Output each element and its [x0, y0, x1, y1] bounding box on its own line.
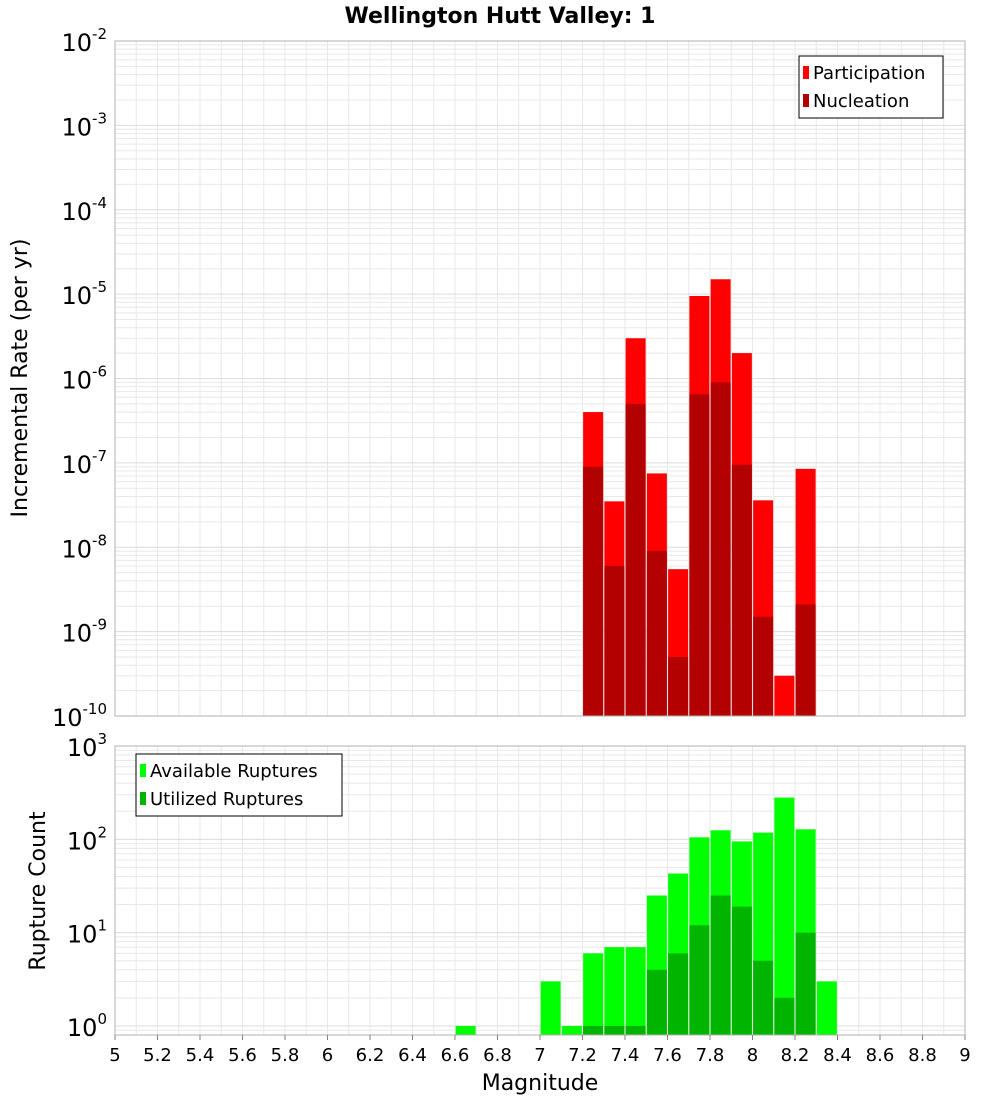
x-tick-label: 5.6 [228, 1045, 257, 1066]
x-tick-label: 7.4 [611, 1045, 640, 1066]
nucleation-bar [731, 464, 752, 716]
x-tick-label: 7 [534, 1045, 545, 1066]
utilized-ruptures-bar [583, 1025, 604, 1035]
y-tick-label: 103 [67, 730, 107, 762]
x-tick-label: 8.8 [908, 1045, 937, 1066]
x-tick-label: 5 [109, 1045, 120, 1066]
x-tick-label: 6.2 [356, 1045, 385, 1066]
x-tick-label: 8 [747, 1045, 758, 1066]
legend-label: Participation [813, 63, 925, 84]
rate-y-axis-label: Incremental Rate (per yr) [8, 239, 33, 518]
y-tick-label: 10-5 [61, 278, 107, 310]
utilized-ruptures-bar [753, 960, 774, 1035]
rate-frame [114, 40, 966, 717]
nucleation-bar [710, 382, 731, 716]
nucleation-bar [795, 604, 816, 716]
legend-box [135, 753, 343, 817]
nucleation-bar [646, 551, 667, 716]
nucleation-bar [668, 657, 689, 716]
x-tick-label: 5.2 [143, 1045, 172, 1066]
y-tick-label: 101 [67, 917, 107, 949]
rate-legend: Participation Nucleation [798, 55, 944, 119]
count-y-ticks: 103 102 101 100 [67, 730, 107, 1042]
utilized-ruptures-bar [668, 953, 689, 1035]
y-tick-label: 10-6 [61, 363, 107, 395]
x-tick-label: 7.6 [653, 1045, 682, 1066]
legend-label: Nucleation [813, 91, 909, 112]
y-tick-label: 100 [67, 1010, 107, 1042]
y-tick-label: 10-7 [61, 447, 107, 479]
x-ticks: 5 5.2 5.4 5.6 5.8 6 6.2 6.4 6.6 6.8 7 7.2 7.4 7.6 7.8 8… [109, 1035, 971, 1066]
utilized-ruptures-bar [710, 895, 731, 1035]
nucleation-bar [753, 616, 774, 716]
available-ruptures-bar [604, 947, 625, 1035]
rate-panel: 10-2 10-3 10-4 10-5 10-6 10-7 10-8 10-9 10-10 In… [8, 25, 966, 732]
x-tick-label: 7.2 [568, 1045, 597, 1066]
participation-bar [774, 675, 795, 716]
utilized-ruptures-bar [689, 925, 710, 1035]
x-tick-label: 9 [959, 1045, 970, 1066]
x-tick-label: 7.8 [696, 1045, 725, 1066]
count-panel: 103 102 101 100 5 5.2 5.4 5.6 5.8 6 6.2 6.4 6.6 6.8 7… [26, 730, 971, 1096]
x-axis-label: Magnitude [482, 1071, 599, 1096]
count-y-axis-label: Rupture Count [26, 811, 51, 971]
y-tick-label: 10-2 [61, 25, 107, 57]
available-ruptures-bar [540, 981, 561, 1035]
chart-title: Wellington Hutt Valley: 1 [345, 4, 656, 29]
available-ruptures-bar [583, 953, 604, 1035]
utilized-ruptures-bar [795, 932, 816, 1035]
available-ruptures-bar [816, 981, 837, 1035]
legend-label: Utilized Ruptures [150, 789, 303, 810]
y-tick-label: 10-10 [52, 700, 107, 732]
legend-swatch [803, 66, 809, 79]
available-ruptures-bar [561, 1025, 582, 1035]
count-legend: Available Ruptures Utilized Ruptures [135, 753, 343, 817]
nucleation-bar [689, 394, 710, 716]
utilized-ruptures-bar [646, 969, 667, 1035]
x-tick-label: 6.4 [398, 1045, 427, 1066]
y-tick-label: 10-8 [61, 531, 107, 563]
legend-box [798, 55, 944, 119]
x-tick-label: 8.4 [823, 1045, 852, 1066]
rate-bars [583, 279, 816, 716]
rate-y-ticks: 10-2 10-3 10-4 10-5 10-6 10-7 10-8 10-9 10-10 [52, 25, 107, 732]
legend-swatch [140, 792, 146, 805]
x-tick-label: 5.4 [186, 1045, 215, 1066]
y-tick-label: 10-9 [61, 616, 107, 648]
nucleation-bar [625, 403, 646, 716]
available-ruptures-bar [774, 797, 795, 1035]
x-tick-label: 8.6 [866, 1045, 895, 1066]
y-tick-label: 102 [67, 823, 107, 855]
y-tick-label: 10-4 [61, 194, 107, 226]
x-tick-label: 6.8 [483, 1045, 512, 1066]
utilized-ruptures-bar [774, 997, 795, 1035]
available-ruptures-bar [625, 947, 646, 1035]
rate-grid [114, 40, 966, 717]
legend-label: Available Ruptures [150, 761, 318, 782]
utilized-ruptures-bar [625, 1025, 646, 1035]
y-tick-label: 10-3 [61, 109, 107, 141]
x-tick-label: 8.2 [781, 1045, 810, 1066]
legend-swatch [140, 764, 146, 777]
nucleation-bar [604, 565, 625, 716]
x-tick-label: 5.8 [271, 1045, 300, 1066]
count-bars [455, 797, 837, 1035]
x-tick-label: 6 [322, 1045, 333, 1066]
utilized-ruptures-bar [604, 1025, 625, 1035]
legend-swatch [803, 94, 809, 107]
utilized-ruptures-bar [731, 906, 752, 1035]
available-ruptures-bar [455, 1025, 476, 1035]
nucleation-bar [583, 466, 604, 716]
x-tick-label: 6.6 [441, 1045, 470, 1066]
